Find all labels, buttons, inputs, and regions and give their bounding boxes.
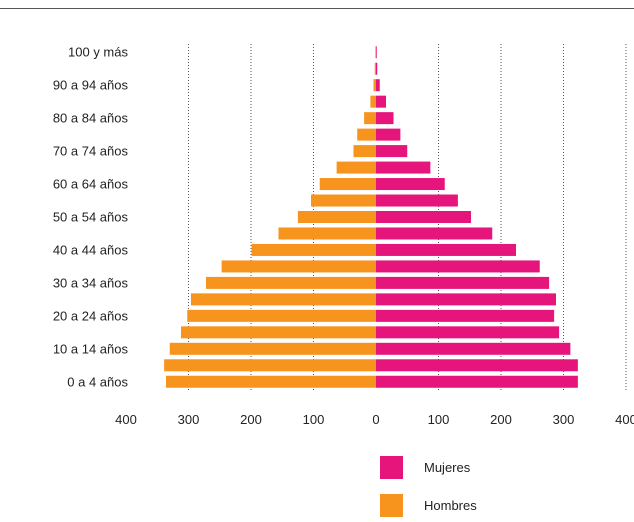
bar-hombres (169, 342, 376, 355)
y-axis-labels: 0 a 4 años 10 a 14 años 20 a 24 años 30 a 3… (53, 45, 129, 390)
bar-hombres (191, 293, 376, 306)
x-tick-label: 100 (428, 412, 450, 427)
bar-mujeres (376, 62, 378, 75)
x-tick-label: 400 (615, 412, 634, 427)
bar-hombres (181, 326, 376, 339)
x-axis-ticks: 400 300 200 100 0 100 200 300 400 (115, 412, 634, 427)
bar-hombres (370, 95, 376, 108)
bar-hombres (375, 46, 377, 59)
bar-mujeres (376, 112, 394, 125)
bar-mujeres (376, 326, 560, 339)
y-tick-label: 0 a 4 años (67, 374, 128, 389)
y-tick-label: 20 a 24 años (53, 308, 129, 323)
legend-label-mujeres: Mujeres (424, 460, 471, 475)
bar-mujeres (376, 79, 380, 92)
bar-mujeres (376, 95, 386, 108)
bar-hombres (319, 178, 376, 191)
x-tick-label: 0 (372, 412, 379, 427)
bar-mujeres (376, 375, 578, 388)
bar-hombres (374, 62, 376, 75)
bar-mujeres (376, 211, 471, 223)
y-tick-label: 50 a 54 años (53, 210, 129, 225)
legend-item-hombres: Hombres (380, 494, 477, 517)
bar-mujeres (376, 359, 578, 372)
legend-label-hombres: Hombres (424, 498, 477, 513)
y-tick-label: 100 y más (68, 45, 128, 60)
bar-mujeres (376, 46, 377, 59)
y-tick-label: 10 a 14 años (53, 341, 129, 356)
bar-mujeres (376, 178, 445, 191)
bar-mujeres (376, 309, 555, 322)
bar-hombres (297, 211, 376, 223)
bar-mujeres (376, 260, 540, 273)
bar-mujeres (376, 128, 401, 141)
top-rule (0, 8, 634, 9)
bar-hombres (166, 375, 376, 388)
x-tick-label: 200 (490, 412, 512, 427)
bar-hombres (357, 128, 376, 141)
bar-hombres (364, 112, 376, 125)
bar-mujeres (376, 145, 408, 158)
bar-hombres (164, 359, 376, 372)
x-tick-label: 300 (178, 412, 200, 427)
bar-hombres (336, 161, 376, 174)
bar-mujeres (376, 276, 550, 289)
y-tick-label: 30 a 34 años (53, 275, 129, 290)
legend-item-mujeres: Mujeres (380, 456, 470, 479)
y-tick-label: 60 a 64 años (53, 177, 129, 192)
y-tick-label: 80 a 84 años (53, 111, 129, 126)
x-tick-label: 400 (115, 412, 137, 427)
bar-hombres (187, 309, 376, 322)
legend-swatch-mujeres (380, 456, 403, 479)
x-tick-label: 200 (240, 412, 262, 427)
bar-mujeres (376, 243, 516, 256)
bar-mujeres (376, 227, 493, 240)
legend-swatch-hombres (380, 494, 403, 517)
bar-mujeres (376, 342, 571, 355)
y-tick-label: 70 a 74 años (53, 144, 129, 159)
bar-hombres (278, 227, 376, 240)
bars (164, 46, 578, 388)
bar-hombres (373, 79, 376, 92)
y-tick-label: 90 a 94 años (53, 78, 129, 93)
bar-mujeres (376, 293, 556, 306)
bar-mujeres (376, 161, 431, 174)
x-tick-label: 300 (553, 412, 575, 427)
bar-hombres (353, 145, 376, 158)
y-tick-label: 40 a 44 años (53, 242, 129, 257)
bar-mujeres (376, 194, 458, 207)
x-tick-label: 100 (303, 412, 325, 427)
bar-hombres (206, 276, 376, 289)
population-pyramid-chart: 0 a 4 años 10 a 14 años 20 a 24 años 30 a 3… (53, 44, 634, 427)
bar-hombres (311, 194, 376, 207)
bar-hombres (251, 243, 376, 256)
bar-hombres (221, 260, 376, 273)
